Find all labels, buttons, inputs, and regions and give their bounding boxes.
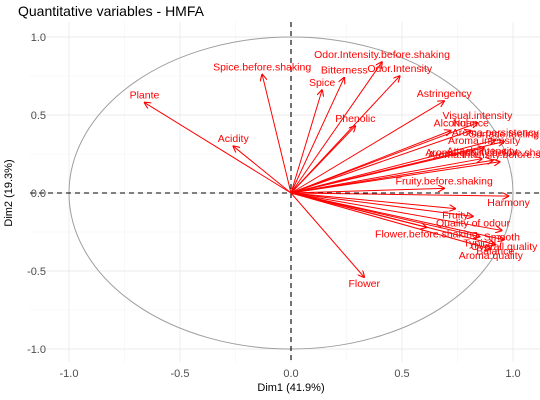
arrow-harmony	[290, 192, 509, 196]
arrow-attack-intensity	[290, 159, 482, 194]
x-tick-labels: -1.0 -0.5 0.0 0.5 1.0	[60, 368, 521, 380]
arrow-fruity-before-shaking	[290, 188, 444, 194]
arrow-bitterness	[290, 78, 344, 194]
label-harmony: Harmony	[487, 197, 530, 209]
arrow-acidity	[233, 146, 292, 194]
label-smooth: Smooth	[484, 231, 520, 243]
label-alcohol: Alcohol	[434, 118, 468, 130]
arrow-aroma-intensity-before-shaking	[290, 162, 500, 194]
label-attack-intensity: Attack.intensity	[447, 146, 518, 158]
label-phenolic: Phenolic	[335, 113, 375, 125]
arrow-spice-before-shaking	[262, 74, 292, 194]
label-visual-intensity: Visual.intensity	[443, 110, 514, 122]
y-tick-label: -1.0	[27, 344, 46, 356]
arrow-aroma-intensity	[290, 148, 484, 194]
label-balance: Balance	[476, 245, 514, 257]
label-astringency: Astringency	[417, 88, 473, 100]
label-aroma-quality-before-shaking: Aroma.quality.before.shaking	[425, 147, 540, 159]
x-tick-label: 1.0	[505, 368, 520, 380]
arrow-nuance	[290, 131, 471, 194]
label-bitterness: Bitterness	[321, 65, 368, 77]
zero-lines	[30, 22, 540, 362]
x-tick-label: -0.5	[171, 368, 190, 380]
x-tick-label: 0.0	[283, 368, 298, 380]
label-aroma-intensity-before-shaking: Aroma.intensity.before.shaking	[428, 149, 540, 161]
label-nuance: Nuance	[453, 118, 489, 130]
label-aroma-intensity: Aroma.intensity	[448, 135, 521, 147]
label-surface-feeling: Surface.feeling	[469, 129, 539, 141]
y-tick-labels: -1.0 -0.5 0.0 0.5 1.0	[27, 32, 46, 356]
label-flower-before-shaking: Flower.before.shaking	[375, 228, 478, 240]
x-axis-title: Dim1 (41.9%)	[257, 382, 324, 394]
label-spice-before-shaking: Spice.before.shaking	[213, 61, 311, 73]
variable-labels: Plante Acidity Spice.before.shaking SpiceBi…	[130, 49, 540, 290]
arrow-overall-quality	[290, 192, 504, 240]
arrow-smooth	[290, 192, 502, 230]
variable-arrows	[144, 62, 508, 277]
arrow-plante	[144, 103, 292, 194]
x-tick-label: -1.0	[60, 368, 79, 380]
label-odor-intensity: Odor.Intensity	[367, 63, 433, 75]
arrow-odor-intensity-before-shaking	[290, 62, 382, 194]
chart-title: Quantitative variables - HMFA	[18, 3, 205, 19]
arrow-spice	[290, 90, 322, 194]
y-axis-title: Dim2 (19.3%)	[3, 159, 15, 226]
label-typical: Typical	[463, 238, 496, 250]
y-tick-label: -0.5	[27, 266, 46, 278]
label-acidity: Acidity	[218, 133, 250, 145]
arrow-aroma-quality	[290, 192, 491, 249]
arrow-astringency	[290, 101, 444, 194]
x-tick-label: 0.5	[394, 368, 409, 380]
y-tick-label: 0.5	[31, 110, 46, 122]
label-odor-intensity-before-shaking: Odor.Intensity.before.shaking	[314, 49, 450, 61]
arrow-aroma-persistency	[290, 140, 495, 194]
arrow-fruity	[290, 192, 455, 209]
arrow-quality-of-odour	[290, 192, 473, 216]
arrow-flower-before-shaking	[290, 192, 426, 227]
label-aroma-quality: Aroma.quality	[459, 250, 524, 262]
y-tick-label: 1.0	[31, 32, 46, 44]
label-overall-quality: Overall.quality	[471, 241, 538, 253]
label-quality-of-odour: Quality of odour	[436, 217, 511, 229]
label-fruity: Fruity	[442, 210, 469, 222]
label-fruity-before-shaking: Fruity.before.shaking	[396, 175, 493, 187]
label-spice: Spice	[309, 77, 335, 89]
y-tick-label: 0.0	[31, 188, 46, 200]
arrow-flower	[290, 192, 364, 277]
label-flower: Flower	[349, 278, 381, 290]
arrow-phenolic	[290, 126, 355, 194]
label-aroma-persistency: Aroma.persistency	[452, 127, 540, 139]
arrow-alcohol	[290, 131, 451, 194]
label-plante: Plante	[130, 90, 160, 102]
